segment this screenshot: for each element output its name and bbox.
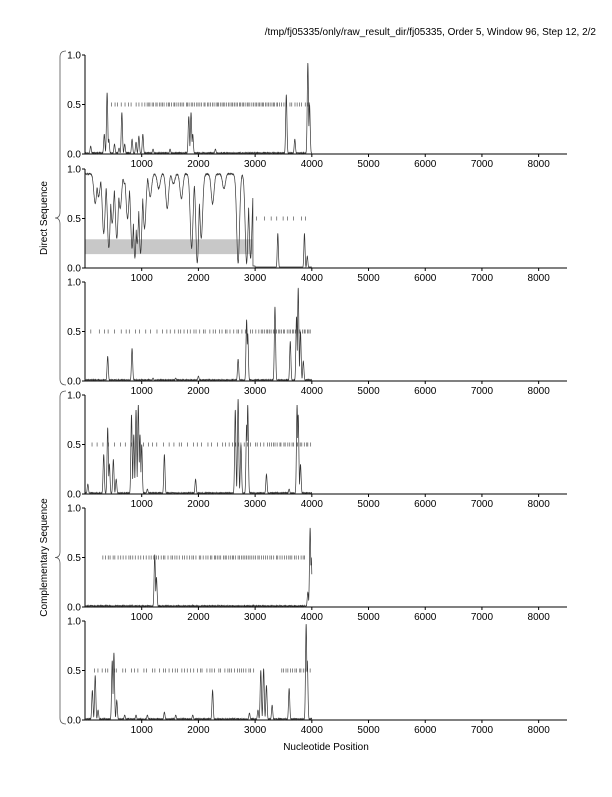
- y-tick-label: 1.0: [67, 504, 81, 515]
- x-tick-label: 8000: [528, 725, 551, 736]
- x-tick-label: 4000: [301, 499, 324, 510]
- x-tick-label: 6000: [414, 612, 437, 623]
- x-tick-label: 1000: [131, 386, 154, 397]
- signal-line: [84, 527, 313, 608]
- panel-1: 0.0 0.5 1.0 1000 2000 3000 4000 5000 6000 7000 800…: [67, 51, 567, 170]
- y-tick-label: 0.5: [67, 100, 81, 111]
- signal-line: [84, 172, 312, 268]
- x-tick-label: 2000: [187, 273, 210, 284]
- x-tick-label: 4000: [301, 725, 324, 736]
- group-label: Complementary Sequence: [39, 498, 50, 617]
- y-tick-label: 0.0: [67, 716, 81, 727]
- x-tick-label: 2000: [187, 499, 210, 510]
- x-tick-label: 1000: [131, 612, 154, 623]
- x-tick-label: 8000: [528, 386, 551, 397]
- panels: 0.0 0.5 1.0 1000 2000 3000 4000 5000 6000 7000 800…: [67, 51, 567, 736]
- x-tick-label: 7000: [471, 273, 494, 284]
- x-tick-label: 2000: [187, 725, 210, 736]
- x-tick-label: 5000: [357, 159, 380, 170]
- x-tick-label: 8000: [528, 499, 551, 510]
- x-tick-label: 6000: [414, 273, 437, 284]
- signal-line: [84, 287, 313, 382]
- x-tick-label: 4000: [301, 159, 324, 170]
- header-title: /tmp/fj05335/only/raw_result_dir/fj05335…: [265, 27, 597, 38]
- group-brace: [54, 390, 67, 725]
- x-tick-label: 3000: [244, 725, 267, 736]
- y-tick-label: 1.0: [67, 165, 81, 176]
- x-tick-label: 1000: [131, 159, 154, 170]
- x-tick-label: 4000: [301, 612, 324, 623]
- shaded-region: [85, 239, 253, 255]
- x-tick-label: 5000: [357, 612, 380, 623]
- x-tick-label: 5000: [357, 273, 380, 284]
- panel-5: 0.0 0.5 1.0 1000 2000 3000 4000 5000 6000 7000 800…: [67, 504, 567, 623]
- y-tick-label: 0.5: [67, 327, 81, 338]
- y-tick-label: 0.5: [67, 553, 81, 564]
- x-tick-label: 3000: [244, 159, 267, 170]
- y-tick-label: 0.0: [67, 603, 81, 614]
- x-tick-label: 8000: [528, 159, 551, 170]
- x-axis-label: Nucleotide Position: [283, 742, 369, 753]
- y-tick-label: 0.0: [67, 490, 81, 501]
- x-tick-label: 1000: [131, 273, 154, 284]
- x-tick-label: 6000: [414, 386, 437, 397]
- signal-line: [84, 63, 313, 155]
- group-label: Direct Sequence: [39, 181, 50, 255]
- x-tick-label: 2000: [187, 386, 210, 397]
- y-tick-label: 1.0: [67, 391, 81, 402]
- y-tick-label: 0.5: [67, 666, 81, 677]
- group-brace: [54, 50, 67, 386]
- y-tick-label: 1.0: [67, 51, 81, 62]
- y-tick-label: 0.0: [67, 377, 81, 388]
- y-tick-label: 1.0: [67, 278, 81, 289]
- y-tick-label: 0.0: [67, 150, 81, 161]
- x-tick-label: 1000: [131, 499, 154, 510]
- x-tick-label: 7000: [471, 159, 494, 170]
- group-labels: Direct Sequence Complementary Sequence: [39, 50, 67, 725]
- panel-4: 0.0 0.5 1.0 1000 2000 3000 4000 5000 6000 7000 800…: [67, 391, 567, 510]
- x-tick-label: 5000: [357, 725, 380, 736]
- x-tick-label: 8000: [528, 612, 551, 623]
- signal-line: [84, 624, 313, 721]
- x-tick-label: 3000: [244, 386, 267, 397]
- x-tick-label: 7000: [471, 725, 494, 736]
- x-tick-label: 3000: [244, 273, 267, 284]
- x-tick-label: 8000: [528, 273, 551, 284]
- y-tick-label: 0.0: [67, 264, 81, 275]
- x-tick-label: 6000: [414, 159, 437, 170]
- x-tick-label: 6000: [414, 725, 437, 736]
- panel-2: 0.0 0.5 1.0 1000 2000 3000 4000 5000 6000 7000 800…: [67, 165, 567, 284]
- panel-6: 0.0 0.5 1.0 1000 2000 3000 4000 5000 6000 7000 800…: [67, 617, 567, 736]
- x-tick-label: 7000: [471, 386, 494, 397]
- x-tick-label: 5000: [357, 386, 380, 397]
- panel-3: 0.0 0.5 1.0 1000 2000 3000 4000 5000 6000 7000 800…: [67, 278, 567, 397]
- x-tick-label: 1000: [131, 725, 154, 736]
- y-tick-label: 0.5: [67, 440, 81, 451]
- x-tick-label: 2000: [187, 159, 210, 170]
- x-tick-label: 7000: [471, 612, 494, 623]
- y-tick-label: 1.0: [67, 617, 81, 628]
- signal-line: [84, 399, 313, 495]
- x-tick-label: 7000: [471, 499, 494, 510]
- x-tick-label: 3000: [244, 612, 267, 623]
- y-tick-label: 0.5: [67, 214, 81, 225]
- x-tick-label: 5000: [357, 499, 380, 510]
- x-tick-label: 4000: [301, 386, 324, 397]
- x-tick-label: 4000: [301, 273, 324, 284]
- x-tick-label: 3000: [244, 499, 267, 510]
- x-tick-label: 6000: [414, 499, 437, 510]
- x-tick-label: 2000: [187, 612, 210, 623]
